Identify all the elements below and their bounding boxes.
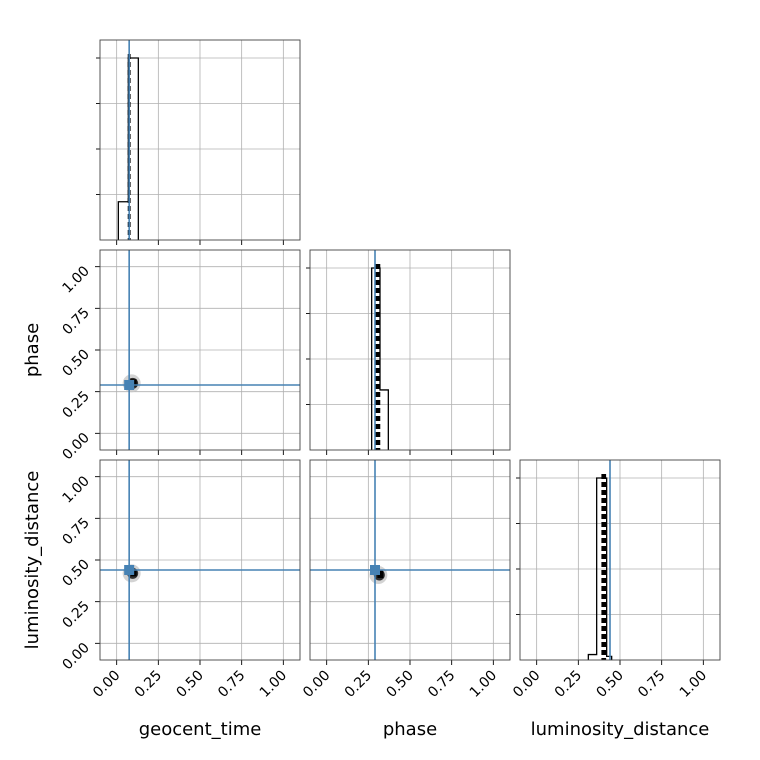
xtick-label-geocent_time-luminosity_distance-0: 0.00 xyxy=(90,668,123,701)
grid-geocent_time-luminosity_distance xyxy=(100,460,300,660)
frames-layer xyxy=(95,39,721,665)
xtick-label-phase-luminosity_distance-0: 0.00 xyxy=(300,668,333,701)
panel-frame-geocent_time-luminosity_distance xyxy=(99,459,301,661)
panel-frame-geocent_time-phase xyxy=(99,249,301,451)
ytick-label-geocent_time-phase-0: 0.00 xyxy=(59,430,92,463)
xaxis-label-phase: phase xyxy=(383,719,437,740)
xtick-label-luminosity_distance-luminosity_distance-3: 0.75 xyxy=(635,668,668,701)
xaxis-label-luminosity_distance: luminosity_distance xyxy=(531,719,710,740)
panel-frame-phase-luminosity_distance xyxy=(309,459,511,661)
xaxis-label-geocent_time: geocent_time xyxy=(139,719,262,740)
yaxis-label-phase: phase xyxy=(22,323,43,377)
xtick-label-phase-luminosity_distance-1: 0.25 xyxy=(342,668,375,701)
panel-frame-phase-phase xyxy=(309,249,511,451)
truth-point-geocent_time-phase xyxy=(124,380,135,390)
grid-geocent_time-geocent_time xyxy=(100,40,300,240)
xtick-label-geocent_time-luminosity_distance-2: 0.50 xyxy=(173,668,206,701)
panel-frame-geocent_time-geocent_time xyxy=(99,39,301,241)
truth-point-phase-luminosity_distance xyxy=(370,565,380,575)
grid-phase-luminosity_distance xyxy=(310,460,510,660)
ytick-label-geocent_time-phase-3: 0.75 xyxy=(59,305,92,338)
xtick-label-luminosity_distance-luminosity_distance-1: 0.25 xyxy=(552,668,585,701)
xtick-label-phase-luminosity_distance-3: 0.75 xyxy=(425,668,458,701)
ytick-label-geocent_time-luminosity_distance-4: 1.00 xyxy=(59,473,92,506)
grid-layer xyxy=(100,40,720,660)
density-peak-phase-luminosity_distance xyxy=(377,571,384,578)
xtick-label-luminosity_distance-luminosity_distance-0: 0.00 xyxy=(510,668,543,701)
xtick-label-phase-luminosity_distance-4: 1.00 xyxy=(467,668,500,701)
panel-frame-luminosity_distance-luminosity_distance xyxy=(519,459,721,661)
ytick-label-geocent_time-luminosity_distance-2: 0.50 xyxy=(59,557,92,590)
ytick-label-geocent_time-luminosity_distance-0: 0.00 xyxy=(59,640,92,673)
truth-point-geocent_time-luminosity_distance xyxy=(124,565,135,575)
ytick-label-geocent_time-luminosity_distance-1: 0.25 xyxy=(59,598,92,631)
grid-luminosity_distance-luminosity_distance xyxy=(520,460,720,660)
xtick-label-luminosity_distance-luminosity_distance-2: 0.50 xyxy=(593,668,626,701)
ytick-label-geocent_time-phase-1: 0.25 xyxy=(59,388,92,421)
data-layer xyxy=(100,40,613,660)
ytick-label-geocent_time-phase-2: 0.50 xyxy=(59,347,92,380)
yaxis-label-luminosity_distance: luminosity_distance xyxy=(22,471,43,650)
xtick-label-luminosity_distance-luminosity_distance-4: 1.00 xyxy=(677,668,710,701)
xtick-label-geocent_time-luminosity_distance-3: 0.75 xyxy=(215,668,248,701)
ytick-label-geocent_time-phase-4: 1.00 xyxy=(59,263,92,296)
grid-geocent_time-phase xyxy=(100,250,300,450)
ytick-label-geocent_time-luminosity_distance-3: 0.75 xyxy=(59,515,92,548)
grid-phase-phase xyxy=(310,250,510,450)
xtick-label-geocent_time-luminosity_distance-4: 1.00 xyxy=(257,668,290,701)
xtick-label-geocent_time-luminosity_distance-1: 0.25 xyxy=(132,668,165,701)
xtick-label-phase-luminosity_distance-2: 0.50 xyxy=(383,668,416,701)
